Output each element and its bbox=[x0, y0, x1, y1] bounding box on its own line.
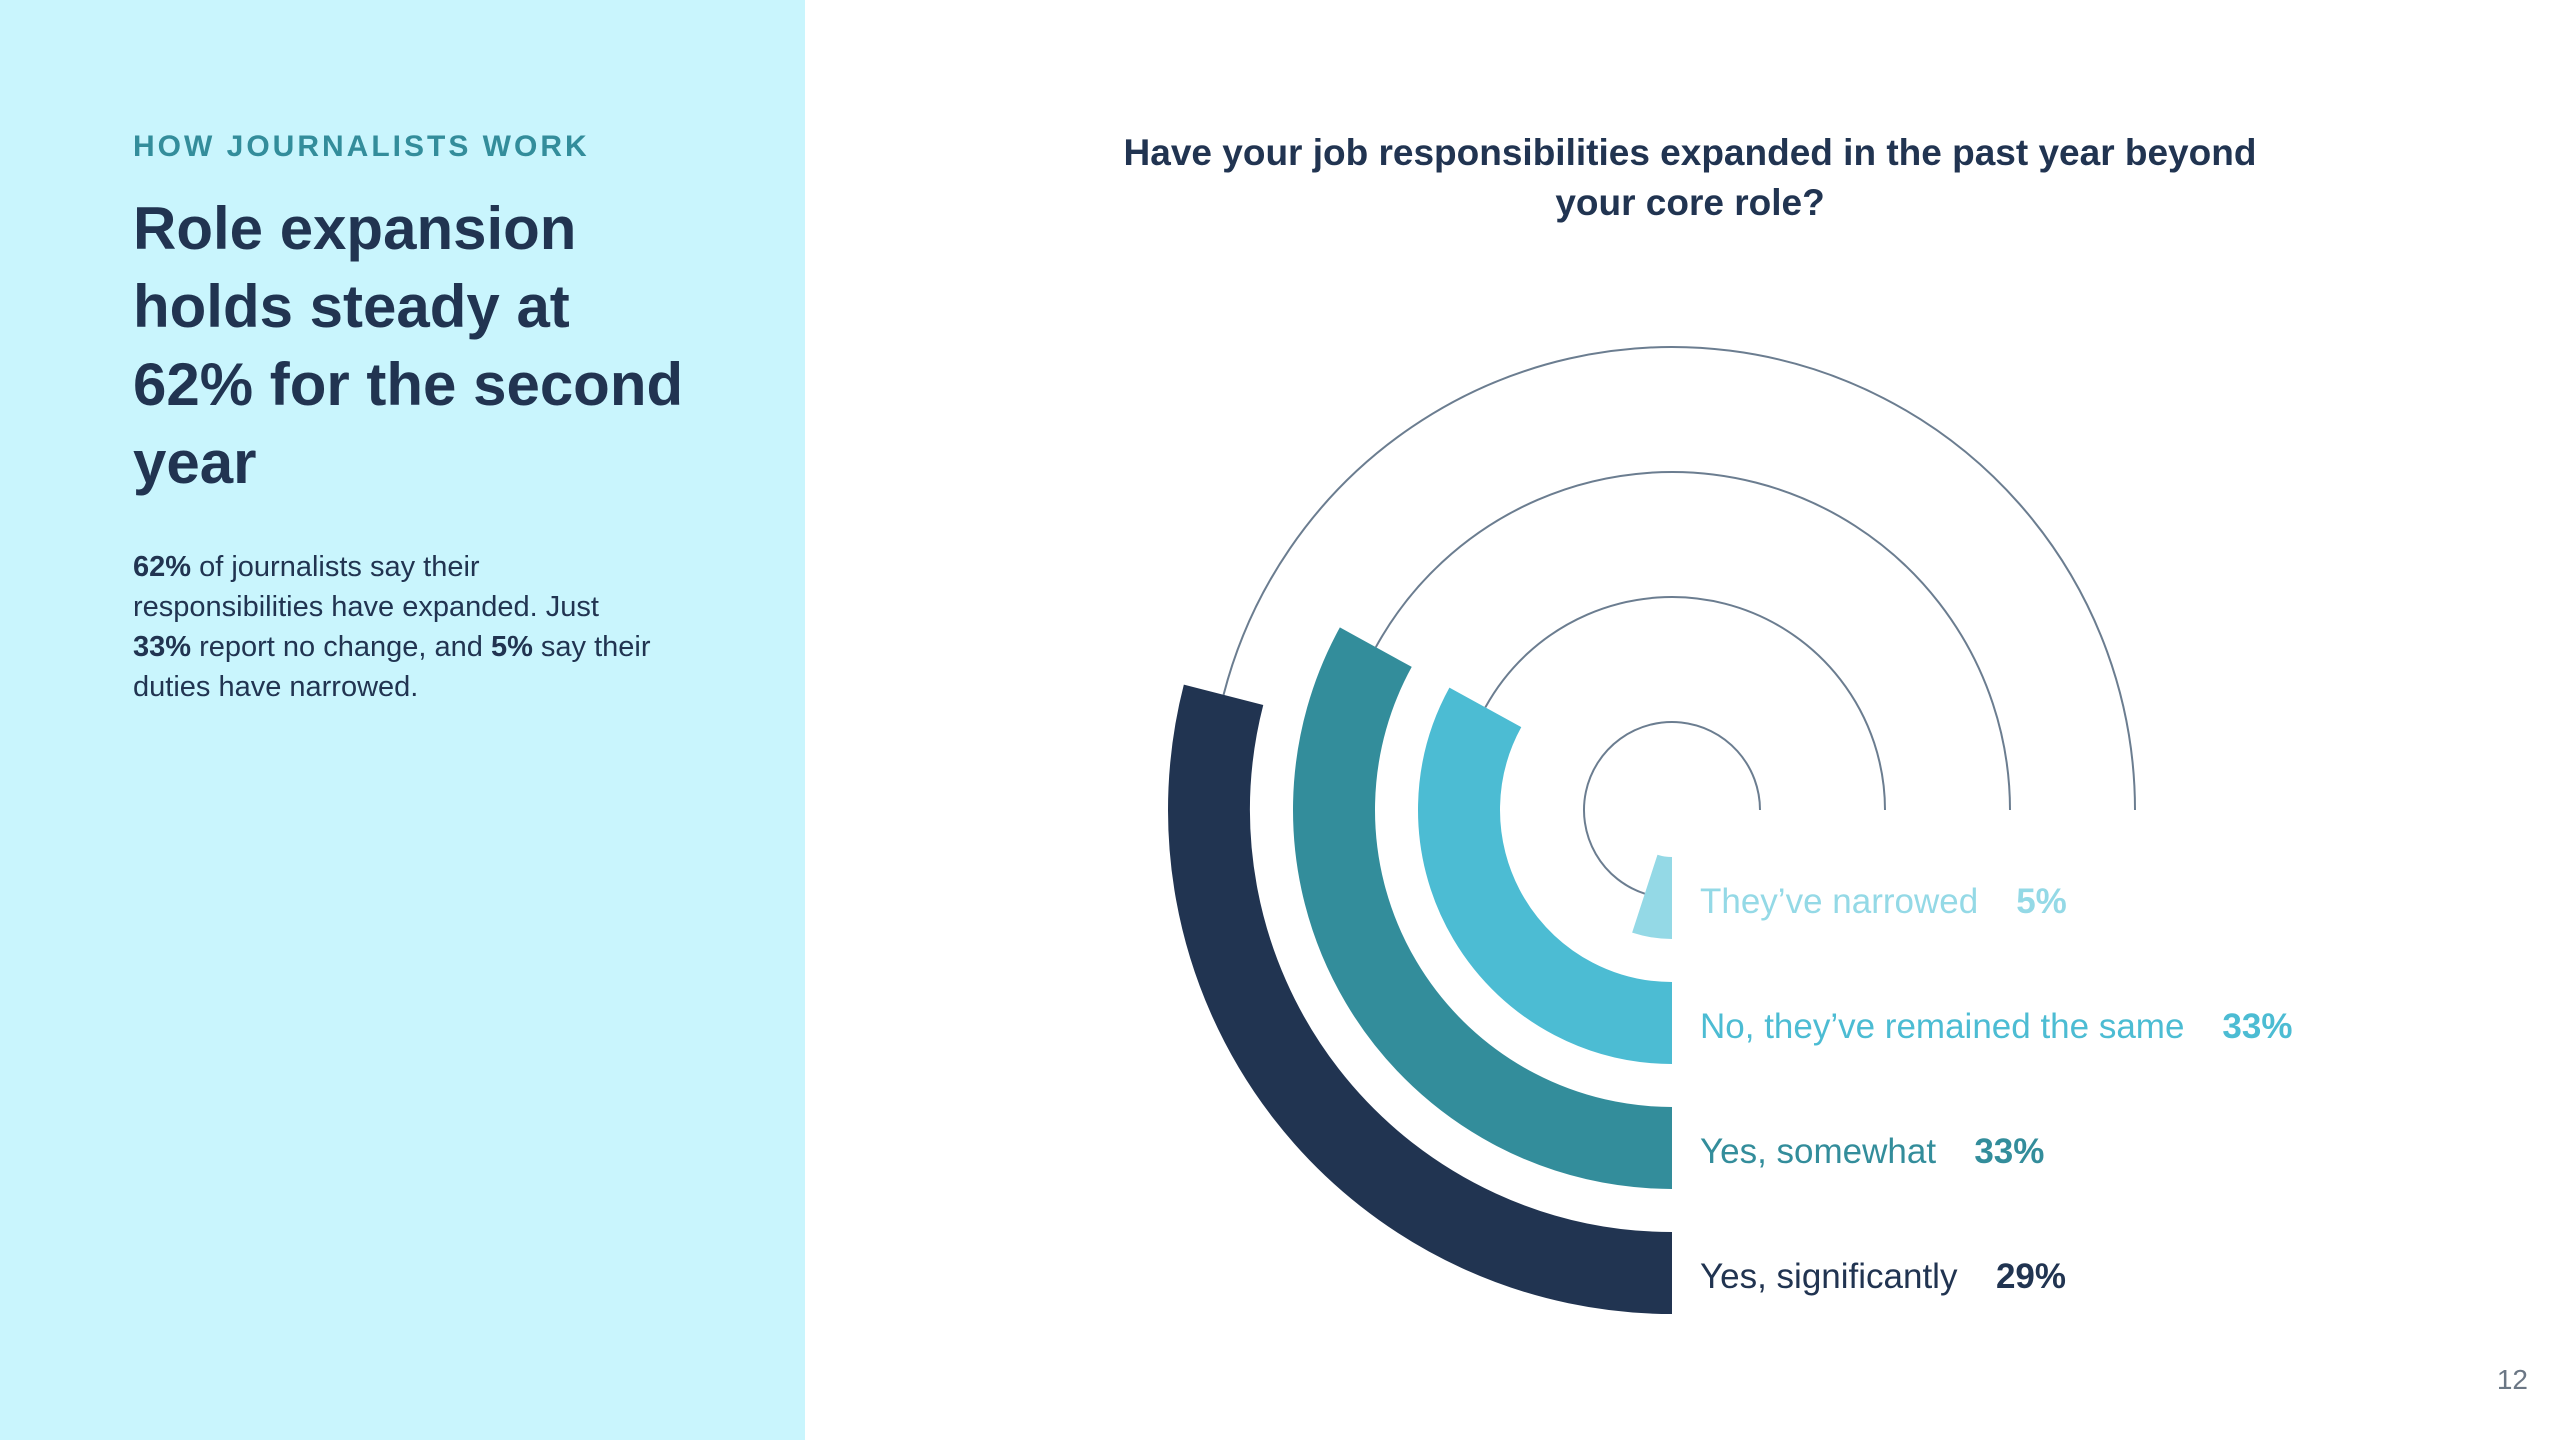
track-arc bbox=[1222, 346, 2136, 811]
summary-part-2: report no change, and bbox=[191, 631, 491, 663]
chart-title: Have your job responsibilities expanded … bbox=[1123, 132, 2257, 223]
bar-arc bbox=[1632, 854, 1674, 939]
value-label: 33% bbox=[2222, 1007, 2292, 1046]
summary-part-3: say their duties have narrowed. bbox=[133, 631, 651, 703]
stat-no-change: 33% bbox=[133, 631, 192, 663]
track-arc bbox=[1583, 721, 1761, 895]
page-headline: Role expansion holds steady at 62% for t… bbox=[133, 195, 684, 496]
category-label: Yes, somewhat bbox=[1700, 1132, 1936, 1171]
summary-part-1: of journalists say their responsibilitie… bbox=[133, 551, 599, 623]
stat-expanded: 62% bbox=[133, 551, 192, 583]
page-number: 12 bbox=[2496, 1364, 2528, 1395]
category-label: No, they’ve remained the same bbox=[1700, 1007, 2184, 1046]
stat-narrowed: 5% bbox=[490, 631, 533, 663]
section-eyebrow: HOW JOURNALISTS WORK bbox=[133, 130, 590, 163]
track-arc bbox=[1484, 596, 1886, 811]
value-label: 29% bbox=[1996, 1257, 2066, 1296]
value-label: 5% bbox=[2016, 882, 2067, 921]
track-arc bbox=[1374, 471, 2011, 811]
value-label: 33% bbox=[1974, 1132, 2044, 1171]
bar-arc bbox=[1168, 684, 1673, 1314]
bar-arc bbox=[1293, 627, 1673, 1189]
category-label: They’ve narrowed bbox=[1700, 882, 1978, 921]
sidebar-panel: HOW JOURNALISTS WORK Role expansion hold… bbox=[0, 0, 805, 1440]
category-label: Yes, significantly bbox=[1700, 1257, 1958, 1296]
summary-text: 62% of journalists say their responsibil… bbox=[133, 547, 653, 707]
bar-arc bbox=[1418, 687, 1673, 1064]
